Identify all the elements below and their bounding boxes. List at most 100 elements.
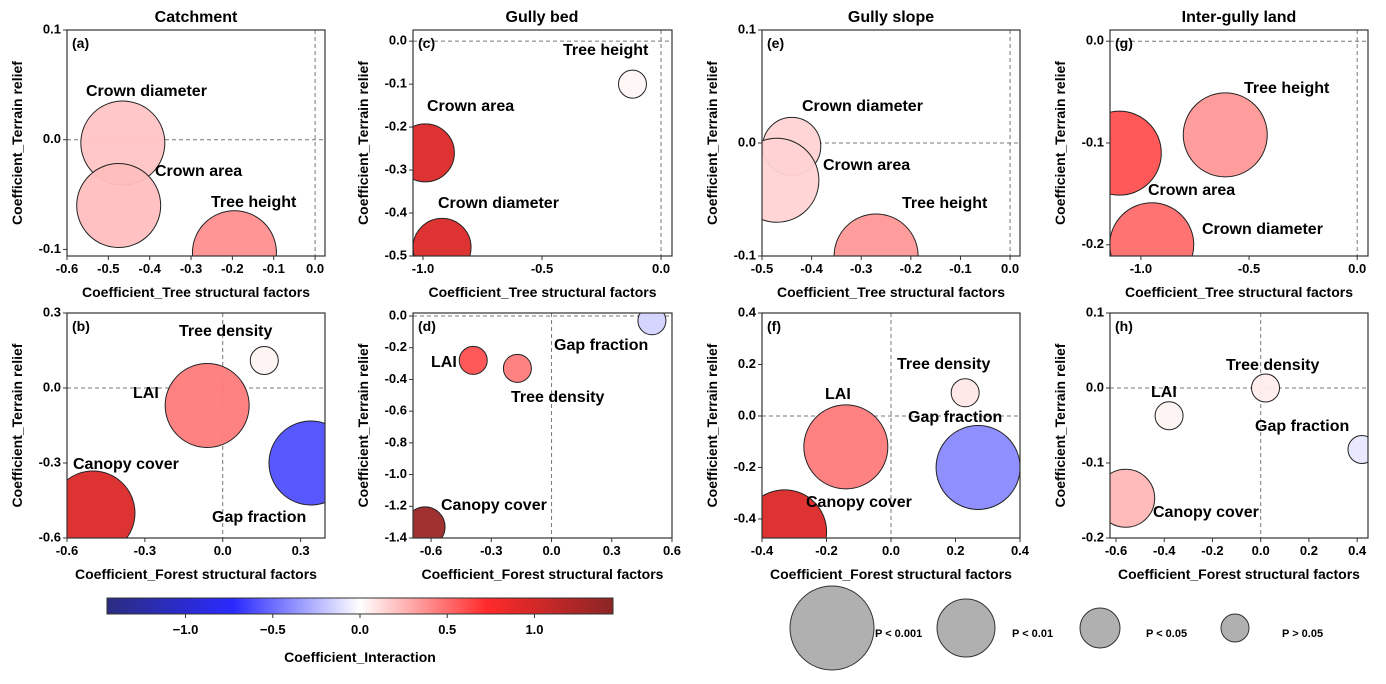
x-tick-label: 0.0	[882, 543, 900, 558]
y-tick-label: -0.6	[385, 403, 407, 418]
y-tick-label: -1.0	[385, 466, 407, 481]
y-tick-label: -0.1	[1082, 134, 1104, 149]
bubble-gap-fraction	[935, 424, 1020, 510]
panel-letter: (h)	[1115, 318, 1133, 334]
colorbar-tick-label: −0.5	[260, 622, 286, 637]
size-legend-circle	[1079, 607, 1121, 649]
y-tick-label: 0.0	[389, 307, 407, 322]
bubble-lai	[458, 345, 488, 375]
y-tick-label: 0.3	[43, 304, 61, 319]
y-tick-label: -0.4	[734, 510, 757, 525]
y-tick-label: 0.1	[738, 21, 756, 36]
y-tick-label: 0.0	[43, 131, 61, 146]
x-tick-label: -1.0	[1130, 261, 1152, 276]
y-tick-label: -0.3	[39, 454, 61, 469]
y-tick-label: 0.0	[738, 407, 756, 422]
x-axis-label: Coefficient_Forest structural factors	[770, 566, 1012, 582]
panel-title: Catchment	[155, 9, 238, 26]
x-tick-label: -0.4	[1153, 543, 1176, 558]
x-tick-label: -0.5	[1238, 261, 1260, 276]
bubbles	[413, 69, 647, 256]
colorbar-tick-label: 0.5	[438, 622, 456, 637]
panel-b: Tree density LAI Canopy cover Gap fraction (…	[9, 304, 326, 582]
panel-letter: (c)	[418, 35, 435, 51]
panel-letter: (b)	[72, 318, 90, 334]
y-tick-label: -0.2	[734, 459, 756, 474]
bubble-canopy-cover	[413, 506, 446, 538]
point-label: Tree height	[211, 194, 297, 211]
point-label: Tree height	[563, 42, 649, 59]
bubble-crown-area	[413, 123, 455, 183]
y-tick-label: -0.2	[1082, 236, 1104, 251]
y-axis-label: Coefficient_Terrain relief	[355, 61, 371, 225]
y-tick-label: 0.0	[1086, 379, 1104, 394]
point-label: LAI	[825, 386, 851, 403]
x-axis-label: Coefficient_Forest structural factors	[422, 566, 664, 582]
point-label: Canopy cover	[1153, 504, 1259, 521]
point-label: Crown diameter	[86, 83, 207, 100]
point-label: Crown area	[823, 157, 910, 174]
plot-frame	[1109, 312, 1369, 539]
bubble-crown-diameter	[1110, 202, 1195, 256]
bubble-crown-area	[762, 137, 820, 223]
x-tick-label: 0.0	[652, 261, 670, 276]
x-axis-label: Coefficient_Forest structural factors	[75, 566, 317, 582]
bubbles	[413, 313, 667, 538]
size-legend-circle	[936, 598, 996, 658]
point-label: LAI	[1151, 384, 1177, 401]
bubble-tree-height	[833, 213, 919, 256]
bubble-gap-fraction	[1347, 435, 1368, 464]
point-label: Crown diameter	[438, 195, 559, 212]
colorbar-tick-label: 0.0	[351, 622, 369, 637]
size-legend-label: P < 0.01	[1012, 628, 1053, 640]
panel-e: Crown diameter Crown area Tree height (e) -0…	[704, 9, 1021, 300]
colorbar-tick-label: −1.0	[173, 622, 199, 637]
point-label: Crown diameter	[802, 98, 923, 115]
panel-letter: (a)	[72, 35, 89, 51]
panel-title: Gully slope	[848, 9, 934, 26]
panel-h: Tree density LAI Gap fraction Canopy cover (…	[1052, 304, 1369, 582]
bubble-lai	[803, 404, 889, 490]
point-label: Gap fraction	[1255, 418, 1349, 435]
x-tick-label: 0.0	[1001, 261, 1019, 276]
colorbar-label: Coefficient_Interaction	[284, 649, 436, 665]
bubble-lai	[1154, 401, 1184, 431]
point-label: Canopy cover	[73, 456, 179, 473]
y-tick-label: -0.2	[385, 119, 407, 134]
bubble-gap-fraction	[637, 313, 667, 336]
y-tick-label: -0.8	[385, 434, 407, 449]
bubble-lai	[164, 363, 250, 448]
x-axis-label: Coefficient_Tree structural factors	[82, 284, 310, 300]
y-tick-label: 0.0	[1086, 33, 1104, 48]
point-label: Gap fraction	[212, 509, 306, 526]
x-axis-label: Coefficient_Tree structural factors	[429, 284, 657, 300]
x-axis-label: Coefficient_Tree structural factors	[777, 284, 1005, 300]
bubbles	[76, 100, 277, 256]
size-legend: P < 0.001 P < 0.01 P < 0.05 P > 0.05	[789, 585, 1323, 671]
y-tick-label: -0.1	[39, 241, 61, 256]
point-label: Crown diameter	[1202, 221, 1323, 238]
bubble-tree-height	[191, 210, 277, 256]
point-label: Tree density	[179, 323, 272, 340]
x-tick-label: -0.2	[221, 261, 243, 276]
point-label: Tree density	[1226, 357, 1319, 374]
y-axis-label: Coefficient_Terrain relief	[1052, 343, 1068, 507]
x-tick-label: -0.3	[180, 261, 202, 276]
bubble-canopy-cover	[1110, 468, 1156, 528]
x-tick-label: 0.0	[1348, 261, 1366, 276]
bubble-tree-density	[1251, 373, 1281, 403]
size-legend-circle	[789, 585, 875, 671]
point-label: LAI	[133, 385, 159, 402]
x-tick-label: -0.5	[531, 261, 553, 276]
point-label: Crown area	[427, 98, 514, 115]
panel-d: LAI Tree density Gap fraction Canopy cover (…	[355, 307, 681, 582]
y-tick-label: 0.1	[1086, 304, 1104, 319]
x-axis-label: Coefficient_Tree structural factors	[1125, 284, 1353, 300]
y-axis-label: Coefficient_Terrain relief	[704, 343, 720, 507]
x-tick-label: -0.2	[1201, 543, 1223, 558]
bubble-canopy-cover	[67, 470, 136, 538]
bubble-crown-area	[1110, 110, 1162, 196]
point-label: Tree height	[1244, 80, 1330, 97]
bubbles	[762, 378, 1020, 538]
size-legend-label: P < 0.001	[875, 628, 922, 640]
